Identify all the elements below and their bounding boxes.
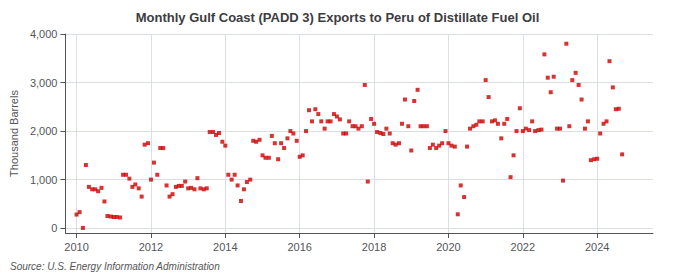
svg-text:3,000: 3,000 — [30, 77, 58, 89]
svg-text:2022: 2022 — [511, 241, 535, 253]
svg-text:0: 0 — [51, 222, 57, 234]
svg-text:2020: 2020 — [436, 241, 460, 253]
svg-text:Source: U.S. Energy Informatio: Source: U.S. Energy Information Administ… — [10, 261, 220, 272]
svg-text:2,000: 2,000 — [30, 125, 58, 137]
svg-text:2012: 2012 — [139, 241, 163, 253]
svg-text:2018: 2018 — [362, 241, 386, 253]
svg-text:Thousand Barrels: Thousand Barrels — [8, 90, 20, 177]
svg-text:2024: 2024 — [585, 241, 609, 253]
svg-text:2010: 2010 — [64, 241, 88, 253]
svg-text:1,000: 1,000 — [30, 174, 58, 186]
svg-text:2014: 2014 — [213, 241, 237, 253]
svg-text:Monthly Gulf Coast (PADD 3) Ex: Monthly Gulf Coast (PADD 3) Exports to P… — [136, 10, 540, 25]
svg-text:2016: 2016 — [287, 241, 311, 253]
svg-text:4,000: 4,000 — [30, 28, 58, 40]
